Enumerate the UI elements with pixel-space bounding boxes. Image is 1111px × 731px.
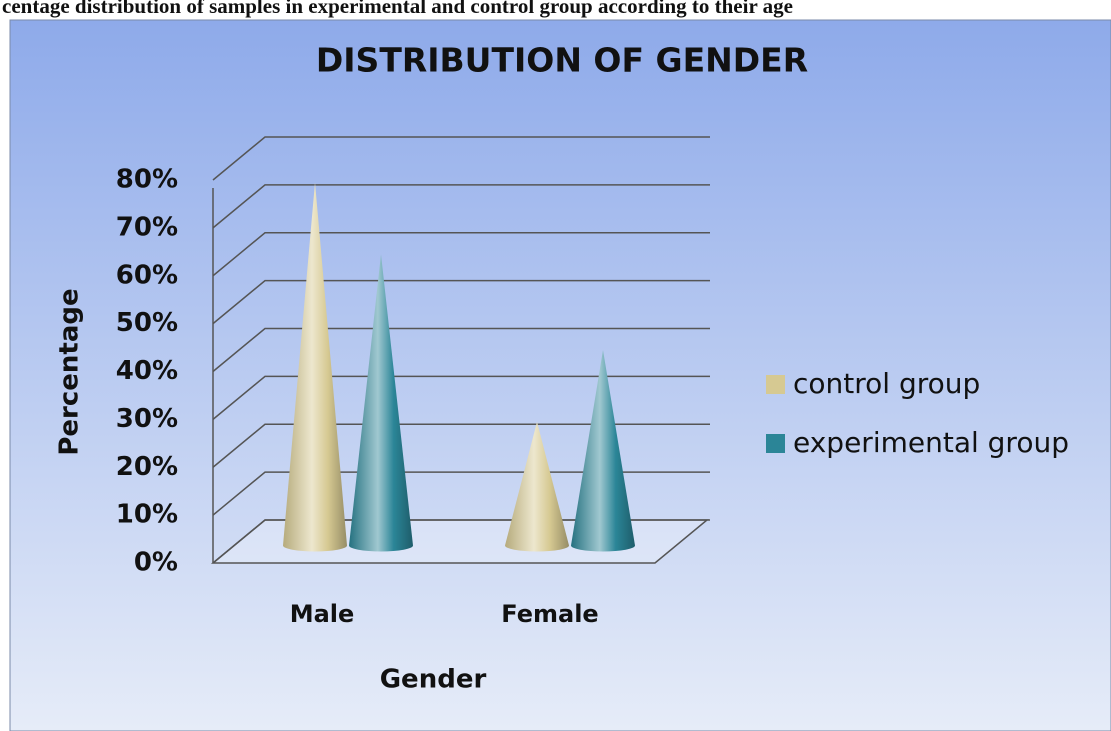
legend-swatch — [766, 375, 785, 394]
y-tick-label: 40% — [116, 356, 178, 386]
y-tick-label: 30% — [116, 404, 178, 434]
chart-title: DISTRIBUTION OF GENDER — [316, 41, 808, 80]
y-tick-label: 20% — [116, 452, 178, 482]
legend-swatch — [766, 434, 785, 453]
grid-line — [212, 279, 710, 325]
y-tick-label: 80% — [116, 165, 178, 195]
y-tick-label: 0% — [134, 548, 178, 578]
grid-line — [212, 232, 710, 277]
legend-label: control group — [793, 367, 980, 400]
cone — [571, 350, 635, 552]
grid-line — [212, 327, 710, 373]
y-axis-label: Percentage — [55, 288, 85, 455]
cone — [283, 182, 347, 552]
y-tick-label: 60% — [116, 260, 178, 290]
legend-label: experimental group — [793, 426, 1069, 459]
y-tick-label: 10% — [116, 500, 178, 530]
grid-line — [212, 471, 710, 516]
cone — [349, 254, 413, 552]
grid-line — [212, 184, 710, 229]
x-tick-label: Female — [501, 600, 598, 628]
y-tick-label: 50% — [116, 308, 178, 338]
chart-background — [9, 19, 1111, 731]
grid-line — [212, 136, 710, 181]
grid-line — [212, 423, 710, 468]
grid-line — [212, 375, 710, 420]
y-tick-label: 70% — [116, 212, 178, 242]
x-tick-label: Male — [290, 600, 355, 628]
caption: centage distribution of samples in exper… — [2, 0, 793, 18]
x-axis-label: Gender — [380, 665, 487, 695]
cone — [505, 421, 569, 552]
